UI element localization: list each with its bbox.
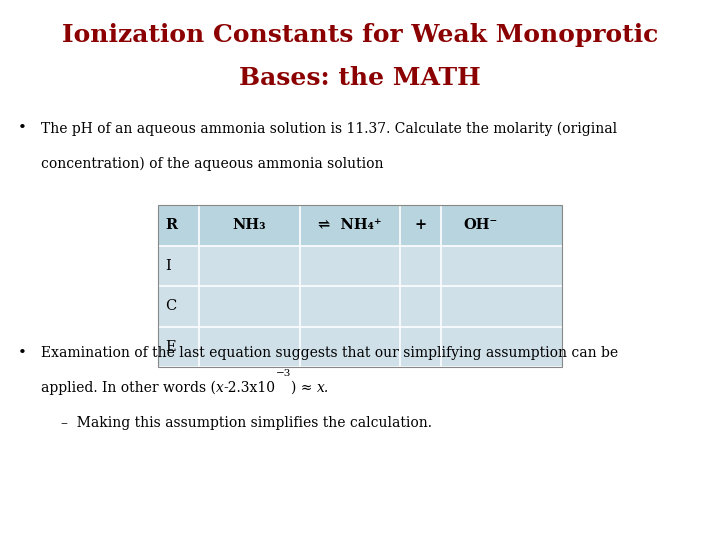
Text: Examination of the last equation suggests that our simplifying assumption can be: Examination of the last equation suggest…	[41, 346, 618, 360]
Text: ) ≈: ) ≈	[291, 381, 317, 395]
Text: –  Making this assumption simplifies the calculation.: – Making this assumption simplifies the …	[61, 416, 432, 430]
Text: Ionization Constants for Weak Monoprotic: Ionization Constants for Weak Monoprotic	[62, 23, 658, 47]
Text: Bases: the MATH: Bases: the MATH	[239, 66, 481, 90]
Text: E: E	[166, 340, 176, 354]
Text: •: •	[18, 122, 27, 136]
Text: •: •	[18, 346, 27, 360]
Bar	[158, 286, 562, 327]
Text: x.: x.	[317, 381, 329, 395]
Bar	[158, 246, 562, 286]
Text: OH⁻: OH⁻	[464, 219, 498, 232]
Text: concentration) of the aqueous ammonia solution: concentration) of the aqueous ammonia so…	[41, 157, 384, 171]
Bar	[158, 205, 562, 246]
Text: x: x	[216, 381, 224, 395]
Bar	[158, 205, 562, 367]
Text: C: C	[166, 300, 177, 313]
Text: −3: −3	[276, 369, 291, 378]
Bar	[158, 327, 562, 367]
Text: ⇌  NH₄⁺: ⇌ NH₄⁺	[318, 219, 382, 232]
Text: -2.3x10: -2.3x10	[224, 381, 276, 395]
Text: The pH of an aqueous ammonia solution is 11.37. Calculate the molarity (original: The pH of an aqueous ammonia solution is…	[41, 122, 617, 136]
Text: NH₃: NH₃	[233, 219, 266, 232]
Text: I: I	[166, 259, 171, 273]
Text: R: R	[166, 219, 178, 232]
Text: applied. In other words (: applied. In other words (	[41, 381, 216, 395]
Text: +: +	[415, 219, 426, 232]
